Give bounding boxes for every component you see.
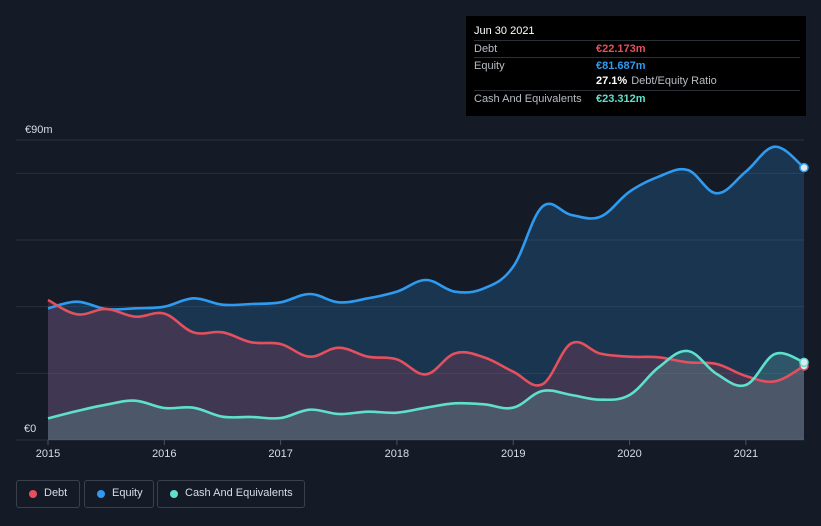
tooltip-row-equity: Equity €81.687m bbox=[474, 57, 800, 74]
equity-line bbox=[47, 145, 805, 311]
tooltip-cash-value: €23.312m bbox=[596, 93, 646, 105]
legend-item-cash[interactable]: Cash And Equivalents bbox=[157, 480, 305, 508]
legend-equity-label: Equity bbox=[112, 487, 143, 499]
y-tick-label-90m: €90m bbox=[25, 124, 53, 136]
legend-item-equity[interactable]: Equity bbox=[84, 480, 154, 508]
legend-cash-label: Cash And Equivalents bbox=[185, 487, 293, 499]
gridlines bbox=[16, 139, 804, 445]
equity-dot-icon bbox=[97, 490, 105, 498]
legend-debt-label: Debt bbox=[44, 487, 68, 499]
tooltip-equity-value: €81.687m bbox=[596, 60, 646, 72]
tooltip-ratio: 27.1% Debt/Equity Ratio bbox=[596, 75, 717, 87]
tooltip-equity-label: Equity bbox=[474, 60, 505, 72]
debt-line bbox=[47, 298, 805, 387]
tooltip-cash-label: Cash And Equivalents bbox=[474, 93, 582, 105]
series-areas bbox=[48, 146, 804, 440]
x-axis-ticks: 2015 2016 2017 2018 2019 2020 2021 bbox=[36, 448, 758, 460]
x-tick-label-2016: 2016 bbox=[152, 448, 176, 460]
x-tick-label-2018: 2018 bbox=[385, 448, 409, 460]
y-tick-label-0: €0 bbox=[24, 423, 36, 435]
x-tick-label-2015: 2015 bbox=[36, 448, 60, 460]
debt-area bbox=[48, 300, 804, 440]
tooltip-row-cash: Cash And Equivalents €23.312m bbox=[474, 90, 800, 107]
series-lines bbox=[47, 145, 805, 420]
tooltip-debt-value: €22.173m bbox=[596, 43, 646, 55]
tooltip-row-ratio: 27.1% Debt/Equity Ratio bbox=[474, 73, 800, 89]
cash-dot-icon bbox=[170, 490, 178, 498]
end-markers bbox=[799, 162, 809, 371]
x-tick-label-2021: 2021 bbox=[734, 448, 758, 460]
tooltip-ratio-label: Debt/Equity Ratio bbox=[631, 75, 717, 87]
x-tick-label-2020: 2020 bbox=[617, 448, 641, 460]
tooltip-debt-label: Debt bbox=[474, 43, 498, 55]
legend-item-debt[interactable]: Debt bbox=[16, 480, 80, 508]
x-tick-label-2019: 2019 bbox=[501, 448, 525, 460]
data-tooltip: Jun 30 2021 Debt €22.173m Equity €81.687… bbox=[466, 16, 806, 116]
tooltip-date: Jun 30 2021 bbox=[474, 25, 535, 37]
x-tick-label-2017: 2017 bbox=[268, 448, 292, 460]
debt-dot-icon bbox=[29, 490, 37, 498]
tooltip-row-debt: Debt €22.173m bbox=[474, 40, 800, 57]
equity-area bbox=[48, 146, 804, 440]
equity-end-marker bbox=[799, 162, 809, 173]
cash-and-equivalents-end-marker bbox=[799, 357, 809, 368]
tooltip-ratio-value: 27.1% bbox=[596, 75, 628, 87]
cash-and-equivalents-line bbox=[47, 349, 805, 420]
